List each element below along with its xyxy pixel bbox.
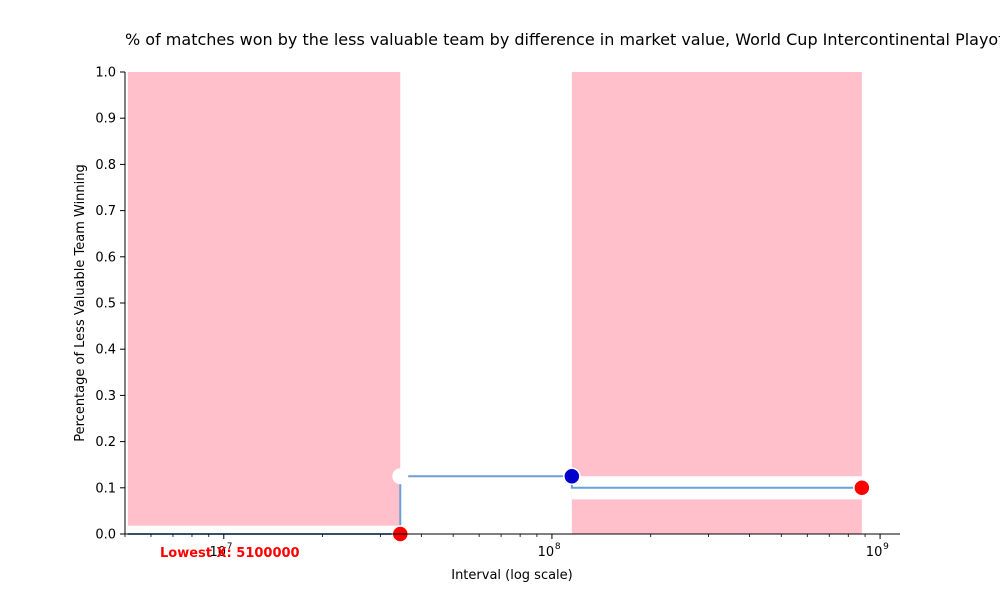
x-tick-label-2: 10 bbox=[866, 545, 883, 560]
x-tick-label-1: 10 bbox=[538, 545, 555, 560]
x-axis-label: Interval (log scale) bbox=[451, 568, 573, 583]
y-tick-label-6: 0.6 bbox=[95, 250, 116, 265]
x-tick-exp-1: 8 bbox=[555, 542, 561, 552]
y-tick-label-3: 0.3 bbox=[95, 389, 116, 404]
white-sliver bbox=[127, 525, 401, 534]
y-axis-label: Percentage of Less Valuable Team Winning bbox=[73, 164, 88, 442]
y-tick-label-8: 0.8 bbox=[95, 158, 116, 173]
shaded-region-1 bbox=[571, 72, 862, 534]
data-point-1 bbox=[563, 467, 581, 485]
y-tick-label-7: 0.7 bbox=[95, 204, 116, 219]
x-tick-exp-2: 9 bbox=[883, 542, 889, 552]
axes: 0.00.10.20.30.40.50.60.70.80.91.010 7 10 8 1… bbox=[95, 66, 900, 560]
lowest-x-label: Lowest X: 5100000 bbox=[160, 546, 300, 561]
y-tick-label-0: 0.0 bbox=[95, 528, 116, 543]
y-tick-label-2: 0.2 bbox=[95, 435, 116, 450]
data-point-2 bbox=[853, 479, 871, 497]
x-tick-label-0: 10 bbox=[210, 545, 227, 560]
y-tick-label-1: 0.1 bbox=[95, 481, 116, 496]
white-marker-0 bbox=[392, 468, 409, 485]
shaded-region-0 bbox=[127, 72, 401, 534]
y-tick-label-4: 0.4 bbox=[95, 343, 116, 358]
y-tick-label-9: 0.9 bbox=[95, 112, 116, 127]
y-tick-label-10: 1.0 bbox=[95, 66, 116, 81]
plot-area bbox=[127, 72, 871, 543]
x-tick-exp-0: 7 bbox=[227, 542, 233, 552]
y-tick-label-5: 0.5 bbox=[95, 297, 116, 312]
chart-title: % of matches won by the less valuable te… bbox=[125, 30, 1000, 49]
